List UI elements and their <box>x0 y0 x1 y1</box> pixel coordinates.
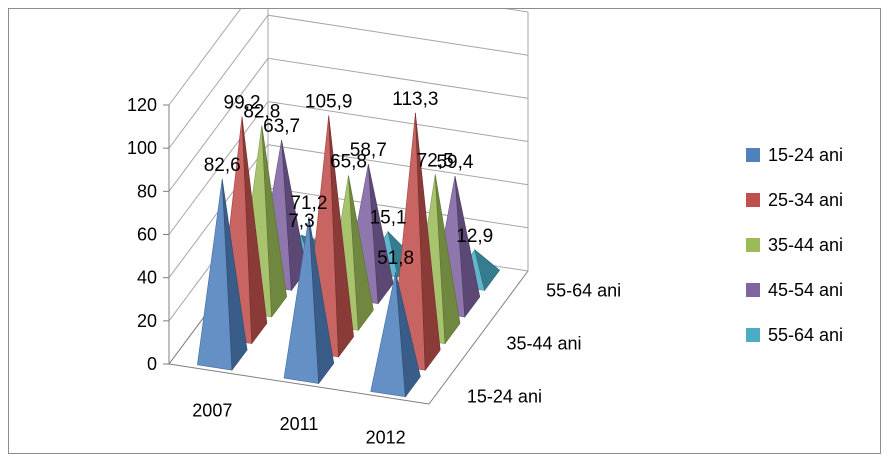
data-label: 15,1 <box>370 208 407 229</box>
legend-swatch <box>746 283 760 297</box>
legend-swatch <box>746 148 760 162</box>
depth-tick-label: 35-44 ani <box>507 334 582 354</box>
data-label: 12,9 <box>456 226 493 247</box>
gridline <box>168 9 529 106</box>
data-label: 82,8 <box>243 101 280 122</box>
legend-swatch <box>746 328 760 342</box>
axes: 0 20 40 60 80 100 120 2007 2011 2012 15-24 ani 35-4… <box>127 95 621 447</box>
data-label: 113,3 <box>392 89 438 110</box>
data-label: 59,4 <box>436 152 473 173</box>
data-label: 65,8 <box>330 151 367 172</box>
gridline <box>168 14 529 149</box>
y-tick-label: 60 <box>137 225 157 245</box>
x-axis-line <box>168 363 430 405</box>
legend-entry: 25-34 ani <box>768 190 843 210</box>
data-label: 99,2 <box>224 93 261 114</box>
depth-tick-label: 55-64 ani <box>546 280 621 300</box>
depth-axis-line <box>428 270 529 405</box>
pyramid-side-face <box>415 112 441 372</box>
pyramid-side-face <box>454 175 481 318</box>
y-tick-label: 120 <box>127 95 157 115</box>
pyramid-side-face <box>221 179 248 371</box>
y-tick-label: 0 <box>147 354 157 374</box>
pyramid-side-face <box>348 175 374 332</box>
data-label: 82,6 <box>204 155 241 176</box>
data-label: 58,7 <box>350 140 387 161</box>
pyramid-15-24-ani-2007 <box>197 179 248 371</box>
pyramid-side-face <box>368 164 394 305</box>
data-label: 105,9 <box>305 92 353 113</box>
legend-entry: 15-24 ani <box>768 145 843 165</box>
pyramid-side-face <box>308 216 335 385</box>
y-tick-label: 40 <box>137 268 157 288</box>
pyramid-side-face <box>328 115 354 358</box>
depth-tick-label: 15-24 ani <box>467 387 542 407</box>
pyramid-side-face <box>241 116 268 345</box>
x-tick-label: 2011 <box>280 414 319 434</box>
pyramids <box>197 112 501 398</box>
x-tick-label: 2007 <box>192 401 232 421</box>
pyramid-15-24-ani-2012 <box>370 272 421 398</box>
legend-swatch <box>746 238 760 252</box>
legend-entry: 45-54 ani <box>768 280 843 300</box>
y-tick-label: 100 <box>127 138 157 158</box>
legend-entry: 35-44 ani <box>768 235 843 255</box>
pyramid-15-24-ani-2011 <box>283 216 335 385</box>
chart-area: 0 20 40 60 80 100 120 2007 2011 2012 15-24 ani 35-4… <box>8 8 881 454</box>
legend-entry: 55-64 ani <box>768 325 843 345</box>
data-labels: 12,9 15,1 7,3 59,4 58,7 63,7 72,5 65,8 82,8 113,3… <box>204 89 494 269</box>
pyramid-chart: 0 20 40 60 80 100 120 2007 2011 2012 15-24 ani 35-4… <box>127 9 843 447</box>
legend-swatch <box>746 193 760 207</box>
y-tick-label: 20 <box>137 311 157 331</box>
data-label: 63,7 <box>263 116 300 137</box>
pyramid-side-face <box>434 174 461 345</box>
legend: 15-24 ani 25-34 ani 35-44 ani 45-54 ani 55-6… <box>746 145 843 345</box>
data-label: 7,3 <box>288 211 314 232</box>
data-label: 51,8 <box>377 248 414 269</box>
pyramid-side-face <box>261 125 288 318</box>
data-label: 72,5 <box>417 150 454 171</box>
gridlines <box>168 9 529 365</box>
pyramid-side-face <box>395 272 421 398</box>
pyramid-side-face <box>474 248 501 292</box>
data-label: 71,2 <box>290 193 327 214</box>
x-tick-label: 2012 <box>366 427 406 447</box>
y-tick-label: 80 <box>137 181 157 201</box>
